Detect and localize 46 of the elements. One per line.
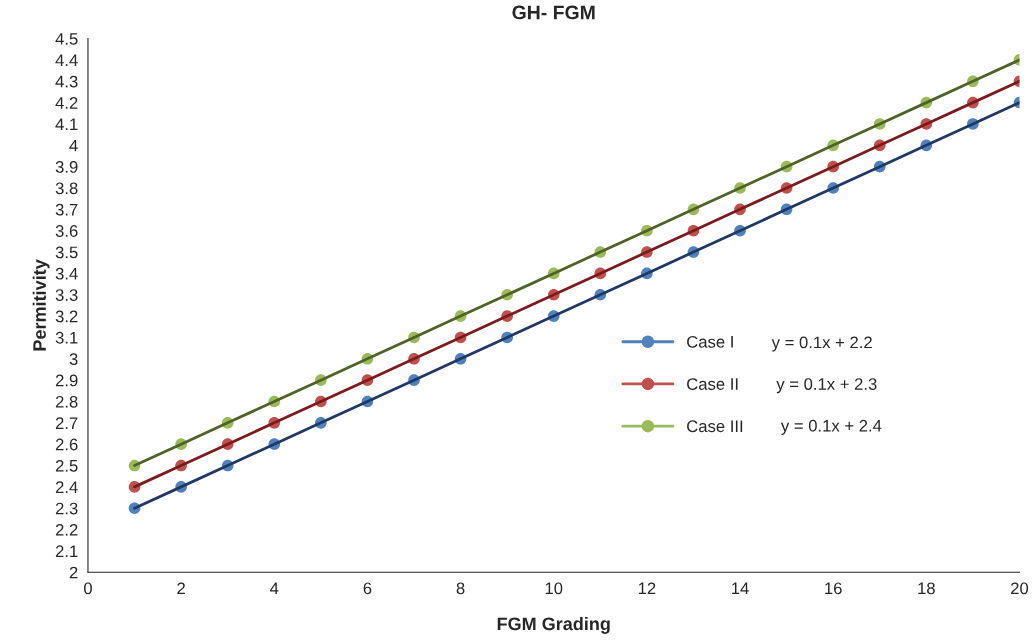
y-tick-label: 2.8 <box>55 395 78 408</box>
y-tick-label: 3.6 <box>55 225 78 237</box>
x-axis-title: FGM Grading <box>497 616 610 634</box>
y-tick-label: 2.1 <box>55 545 78 557</box>
y-tick-label: 4 <box>69 139 78 152</box>
y-tick-label: 3 <box>69 353 78 365</box>
y-tick-label: 3.1 <box>55 331 78 344</box>
x-tick-label: 18 <box>918 582 935 595</box>
y-tick-label: 4.5 <box>55 33 78 45</box>
y-tick-label: 3.5 <box>55 246 78 259</box>
y-tick-label: 2.7 <box>55 417 78 429</box>
y-tick-label: 4.1 <box>55 118 78 131</box>
x-tick-label: 0 <box>83 582 92 595</box>
y-tick-label: 3.9 <box>55 161 78 173</box>
legend-label: Case III <box>687 420 743 433</box>
x-tick-label: 4 <box>270 582 279 595</box>
y-tick-label: 3.7 <box>55 203 78 216</box>
annotation: y = 0.1x + 2.2 <box>771 336 872 352</box>
x-tick-label: 16 <box>825 582 842 595</box>
y-tick-label: 3.4 <box>55 267 78 280</box>
x-tick-label: 8 <box>456 582 465 595</box>
x-tick-label: 2 <box>177 582 185 595</box>
x-tick-label: 6 <box>363 582 372 595</box>
y-tick-label: 4.4 <box>55 54 78 66</box>
y-tick-label: 2.4 <box>55 481 78 493</box>
y-tick-label: 3.3 <box>55 289 78 301</box>
x-tick-label: 14 <box>732 582 749 595</box>
y-tick-label: 2.9 <box>55 374 78 387</box>
y-tick-label: 3.8 <box>55 182 78 195</box>
legend-label: Case II <box>687 378 738 390</box>
annotation: y = 0.1x + 2.3 <box>776 378 877 394</box>
y-tick-label: 2.6 <box>55 438 78 451</box>
y-tick-label: 4.2 <box>55 97 78 109</box>
chart-title: GH- FGM <box>512 5 595 20</box>
y-tick-label: 2 <box>69 566 78 579</box>
x-tick-label: 10 <box>545 582 563 595</box>
x-tick-label: 20 <box>1011 582 1029 595</box>
y-tick-label: 4.3 <box>55 75 78 88</box>
annotation: y = 0.1x + 2.4 <box>780 419 882 435</box>
x-tick-label: 12 <box>638 582 656 595</box>
y-tick-label: 3.2 <box>55 310 78 323</box>
y-tick-label: 2.5 <box>55 459 78 472</box>
y-tick-label: 2.2 <box>55 523 78 536</box>
y-tick-label: 2.3 <box>55 502 78 515</box>
y-axis-title: Permitivity <box>32 259 50 351</box>
legend-label: Case I <box>687 335 733 348</box>
